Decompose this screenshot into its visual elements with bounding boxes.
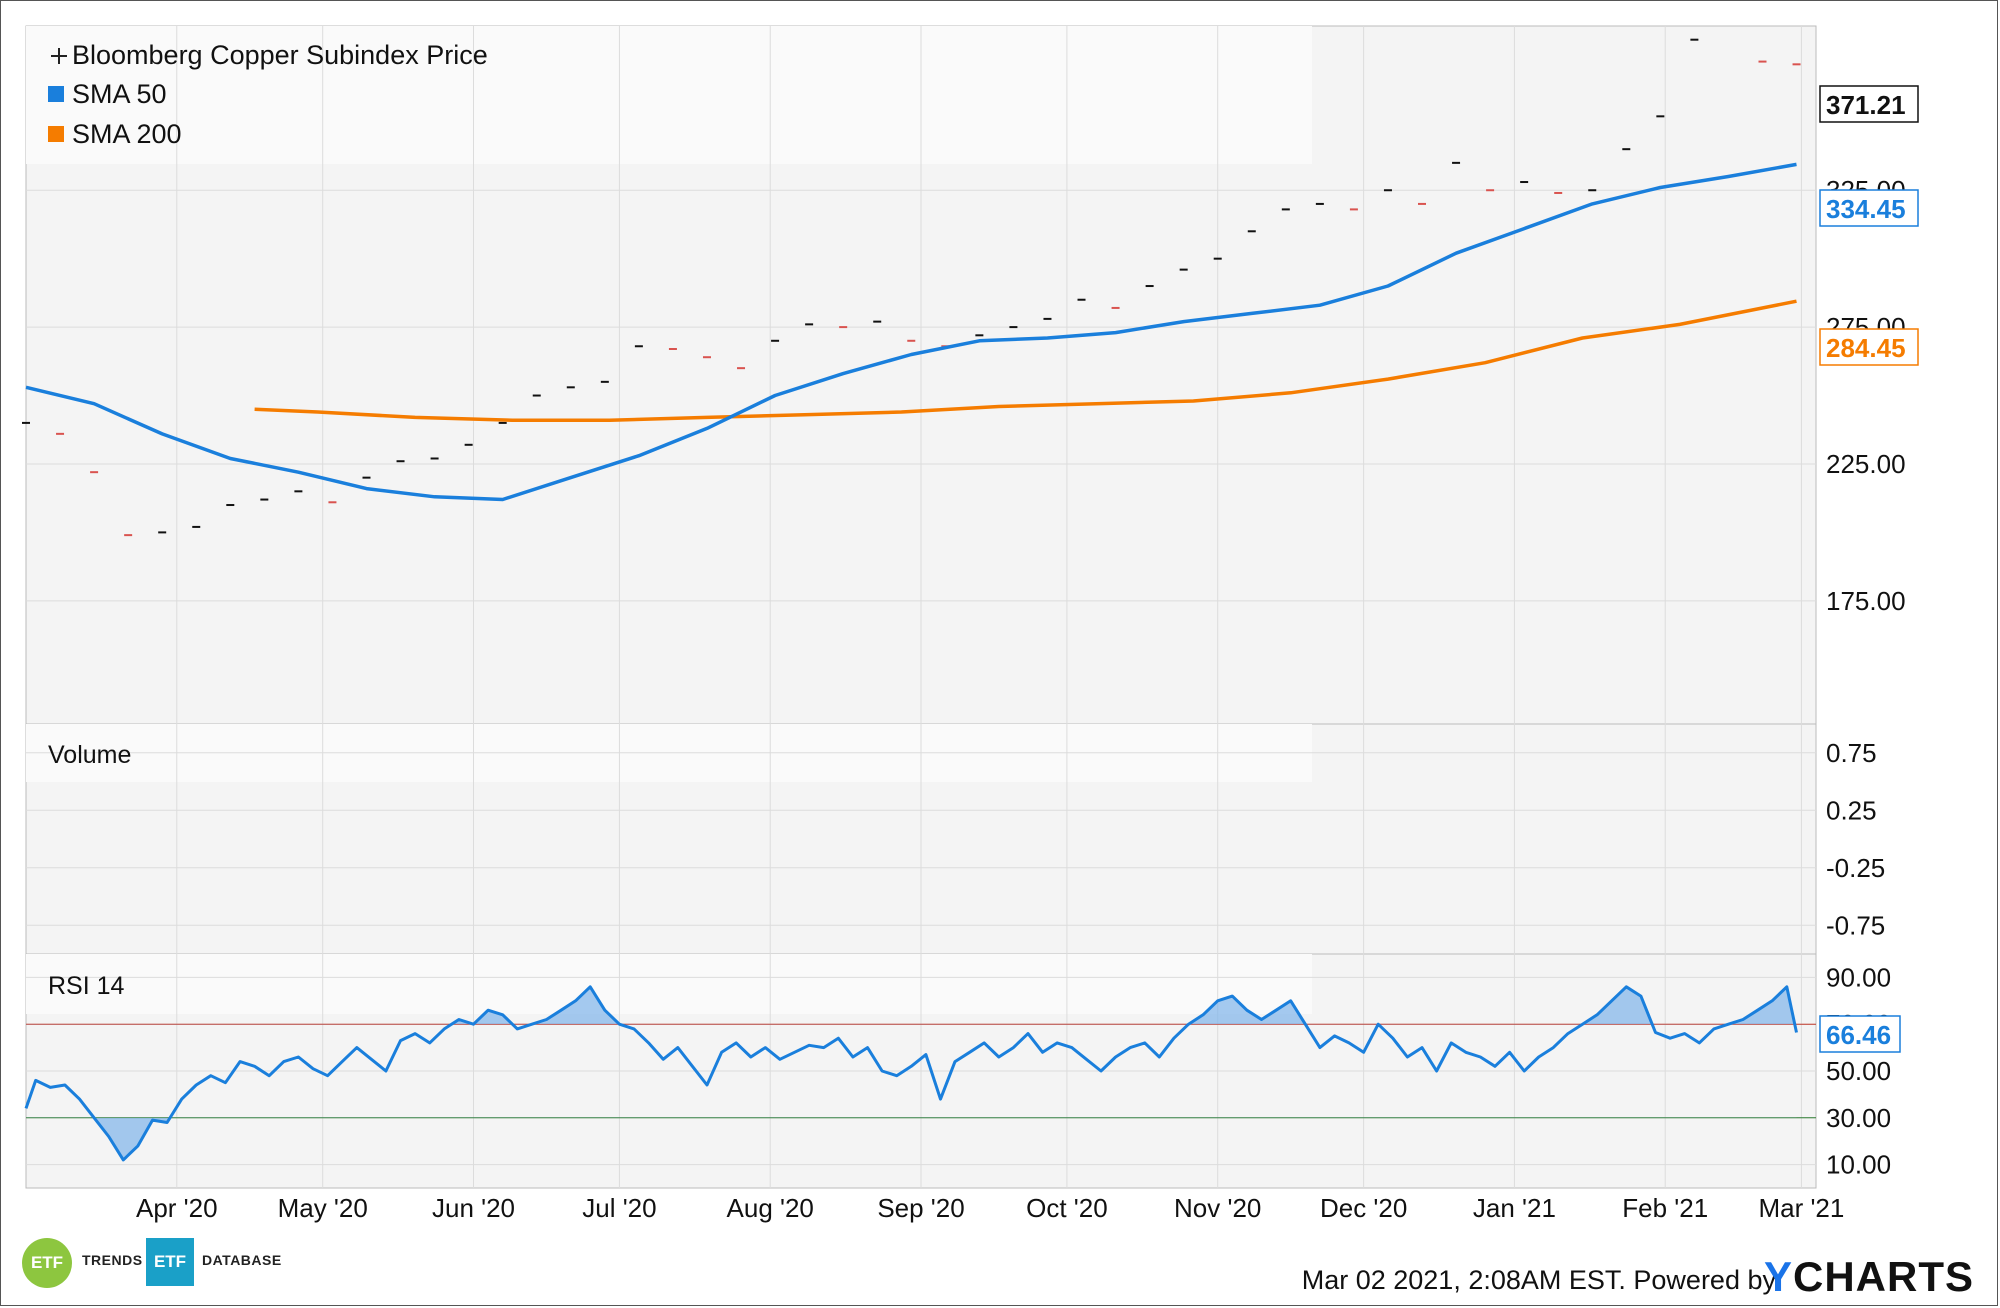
- timestamp-text: Mar 02 2021, 2:08AM EST.: [1301, 1265, 1626, 1295]
- sma200-series: [254, 299, 1797, 422]
- x-tick-label: May '20: [278, 1193, 368, 1223]
- price-y-tick-label: 175.00: [1826, 586, 1906, 616]
- price-legend-box: [26, 26, 1312, 164]
- legend-sma50-label: SMA 50: [72, 79, 167, 109]
- etf-trends-logo: ETF: [22, 1238, 72, 1288]
- last-sma50-value: 334.45: [1826, 194, 1906, 224]
- rsi-y-tick-label: 90.00: [1826, 962, 1891, 992]
- powered-by-text: Powered by: [1633, 1265, 1776, 1295]
- etf-database-logo: ETF: [146, 1238, 194, 1286]
- rsi-line: [24, 985, 1798, 1162]
- ycharts-logo: YCHARTS: [1764, 1253, 1974, 1301]
- x-tick-label: Nov '20: [1174, 1193, 1261, 1223]
- x-tick-label: Mar '21: [1758, 1193, 1844, 1223]
- rsi-legend-box: [26, 954, 1312, 1014]
- last-rsi-label: 66.46: [1819, 1015, 1901, 1053]
- etf-database-word: DATABASE: [202, 1252, 282, 1268]
- sma200-line: [254, 299, 1797, 422]
- rsi-y-tick-label: 10.00: [1826, 1150, 1891, 1180]
- volume-y-tick-label: 0.75: [1826, 738, 1877, 768]
- x-tick-label: Sep '20: [877, 1193, 964, 1223]
- last-price-label: 371.21: [1819, 85, 1919, 123]
- volume-y-tick-label: 0.25: [1826, 795, 1877, 825]
- last-sma200-label: 284.45: [1819, 328, 1919, 366]
- legend-sma200-label: SMA 200: [72, 119, 182, 149]
- x-tick-label: Feb '21: [1622, 1193, 1708, 1223]
- x-tick-label: Jul '20: [582, 1193, 656, 1223]
- x-tick-label: Apr '20: [136, 1193, 218, 1223]
- ohlc-icon: [51, 48, 67, 64]
- etf-trends-word: TRENDS: [82, 1252, 143, 1268]
- sma50-series: [25, 162, 1797, 502]
- ycharts-logo-y: Y: [1763, 1253, 1793, 1300]
- volume-y-tick-label: -0.75: [1826, 910, 1885, 940]
- rsi-legend-label: RSI 14: [48, 972, 125, 1000]
- last-rsi-value: 66.46: [1826, 1020, 1891, 1050]
- x-tick-label: Jan '21: [1473, 1193, 1556, 1223]
- rsi-oversold-fill: [94, 1117, 171, 1160]
- last-sma200-value: 284.45: [1826, 333, 1906, 363]
- rsi-y-tick-label: 50.00: [1826, 1056, 1891, 1086]
- last-price-value: 371.21: [1826, 90, 1906, 120]
- price-legend: Bloomberg Copper Subindex Price SMA 50 S…: [48, 40, 488, 149]
- rsi-y-tick-label: 30.00: [1826, 1103, 1891, 1133]
- rsi-series: [24, 985, 1798, 1162]
- sma50-line: [25, 162, 1797, 502]
- ycharts-logo-text: CHARTS: [1793, 1253, 1974, 1300]
- sma50-legend-swatch: [48, 86, 64, 102]
- rsi-overbought-fill: [451, 986, 1795, 1025]
- last-sma50-label: 334.45: [1819, 189, 1919, 227]
- x-tick-label: Dec '20: [1320, 1193, 1407, 1223]
- x-tick-label: Oct '20: [1026, 1193, 1108, 1223]
- x-tick-label: Jun '20: [432, 1193, 515, 1223]
- sma200-legend-swatch: [48, 126, 64, 142]
- volume-legend-label: Volume: [48, 741, 131, 769]
- price-y-tick-label: 225.00: [1826, 449, 1906, 479]
- x-tick-label: Aug '20: [727, 1193, 814, 1223]
- footer-timestamp: Mar 02 2021, 2:08AM EST. Powered by: [1302, 1265, 1776, 1296]
- legend-price-label: Bloomberg Copper Subindex Price: [72, 40, 488, 70]
- volume-y-tick-label: -0.25: [1826, 853, 1885, 883]
